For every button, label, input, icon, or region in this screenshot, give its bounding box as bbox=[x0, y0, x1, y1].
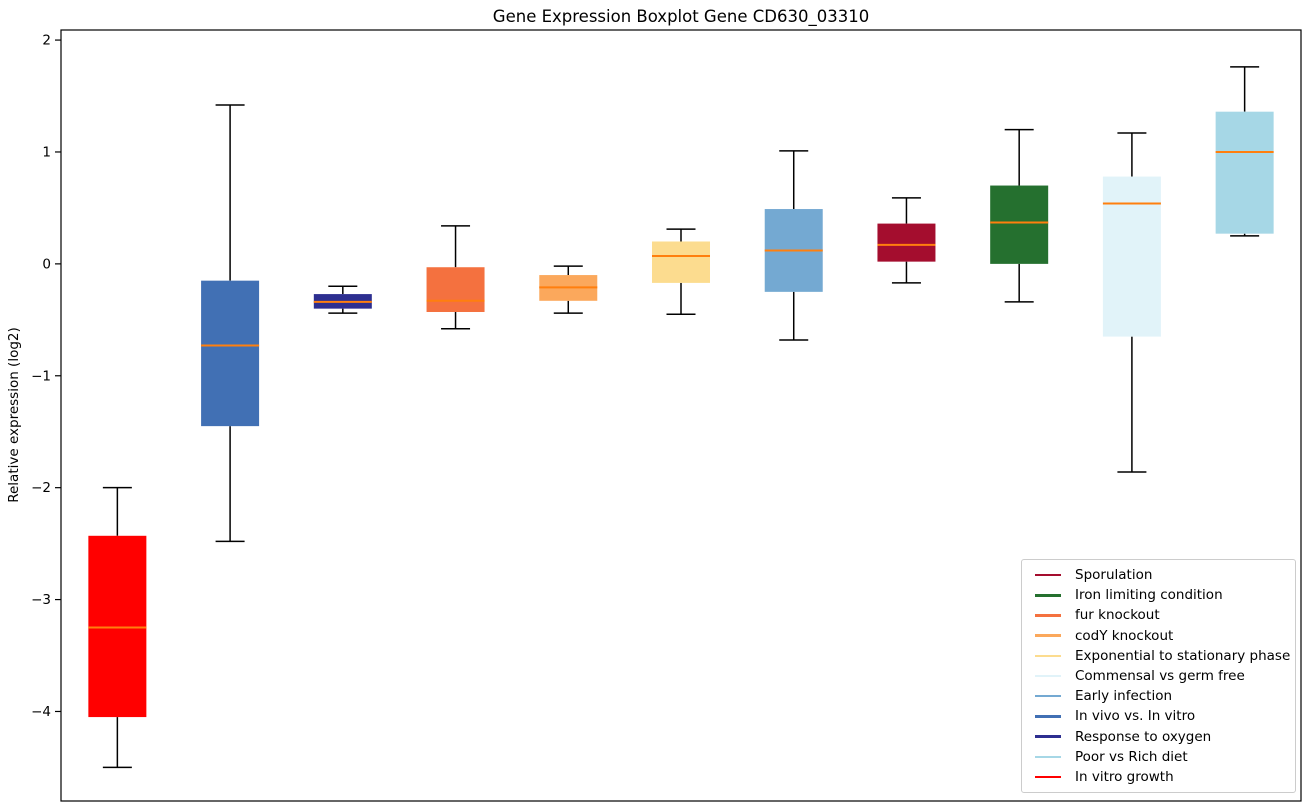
legend-label: codY knockout bbox=[1075, 627, 1174, 644]
box-in-vitro-growth bbox=[88, 535, 147, 718]
chart-title: Gene Expression Boxplot Gene CD630_03310 bbox=[492, 7, 870, 26]
legend-swatch-in-vitro-growth bbox=[1035, 775, 1061, 779]
y-tick-label: −3 bbox=[31, 592, 51, 608]
y-tick-label: 0 bbox=[42, 256, 51, 272]
legend-label: In vitro growth bbox=[1075, 768, 1174, 785]
legend-item-in-vivo-vs-in-vitro: In vivo vs. In vitro bbox=[1030, 706, 1287, 726]
box-in-vivo-vs-in-vitro bbox=[201, 280, 260, 427]
legend-item-early-infection: Early infection bbox=[1030, 686, 1287, 706]
legend-label: In vivo vs. In vitro bbox=[1075, 708, 1196, 725]
legend-swatch-exponential-to-stationary-phase bbox=[1035, 654, 1061, 658]
legend-swatch-sporulation bbox=[1035, 573, 1061, 577]
box-fur-knockout bbox=[426, 267, 485, 312]
y-tick-label: −4 bbox=[31, 704, 51, 720]
box-sporulation bbox=[877, 223, 936, 262]
box-poor-vs-rich-diet bbox=[1215, 111, 1274, 234]
box-iron-limiting-condition bbox=[990, 185, 1049, 264]
legend-swatch-fur-knockout bbox=[1035, 614, 1061, 617]
legend-swatch-in-vivo-vs-in-vitro bbox=[1035, 715, 1061, 718]
legend-item-fur-knockout: fur knockout bbox=[1030, 605, 1287, 625]
legend-item-in-vitro-growth: In vitro growth bbox=[1030, 767, 1287, 787]
legend-label: Response to oxygen bbox=[1075, 728, 1212, 745]
legend-item-poor-vs-rich-diet: Poor vs Rich diet bbox=[1030, 747, 1287, 767]
legend-swatch-cody-knockout bbox=[1035, 634, 1061, 637]
legend-label: Iron limiting condition bbox=[1075, 587, 1223, 604]
y-tick-label: −2 bbox=[31, 480, 51, 496]
y-tick-label: −1 bbox=[31, 368, 51, 384]
legend-item-cody-knockout: codY knockout bbox=[1030, 626, 1287, 646]
legend-swatch-poor-vs-rich-diet bbox=[1035, 755, 1061, 759]
legend-label: Sporulation bbox=[1075, 567, 1153, 584]
legend-swatch-iron-limiting-condition bbox=[1035, 594, 1061, 597]
legend-label: Exponential to stationary phase bbox=[1075, 647, 1291, 664]
legend-label: Commensal vs germ free bbox=[1075, 668, 1245, 685]
legend-swatch-early-infection bbox=[1035, 694, 1061, 698]
legend-label: Early infection bbox=[1075, 688, 1173, 705]
legend-label: fur knockout bbox=[1075, 607, 1160, 624]
box-commensal-vs-germ-free bbox=[1102, 176, 1161, 337]
legend-swatch-commensal-vs-germ-free bbox=[1035, 674, 1061, 678]
axes-frame bbox=[60, 29, 1302, 802]
box-exponential-to-stationary-phase bbox=[652, 241, 710, 283]
legend-label: Poor vs Rich diet bbox=[1075, 748, 1188, 765]
legend-swatch-response-to-oxygen bbox=[1035, 735, 1061, 738]
legend-item-exponential-to-stationary-phase: Exponential to stationary phase bbox=[1030, 646, 1291, 666]
legend-item-response-to-oxygen: Response to oxygen bbox=[1030, 727, 1287, 747]
legend-item-commensal-vs-germ-free: Commensal vs germ free bbox=[1030, 666, 1287, 686]
legend: Sporulation Iron limiting condition fur kn… bbox=[1021, 559, 1296, 793]
legend-item-iron-limiting-condition: Iron limiting condition bbox=[1030, 585, 1287, 605]
legend-item-sporulation: Sporulation bbox=[1030, 565, 1287, 585]
y-tick-label: 1 bbox=[42, 144, 51, 160]
y-tick-label: 2 bbox=[42, 33, 51, 49]
